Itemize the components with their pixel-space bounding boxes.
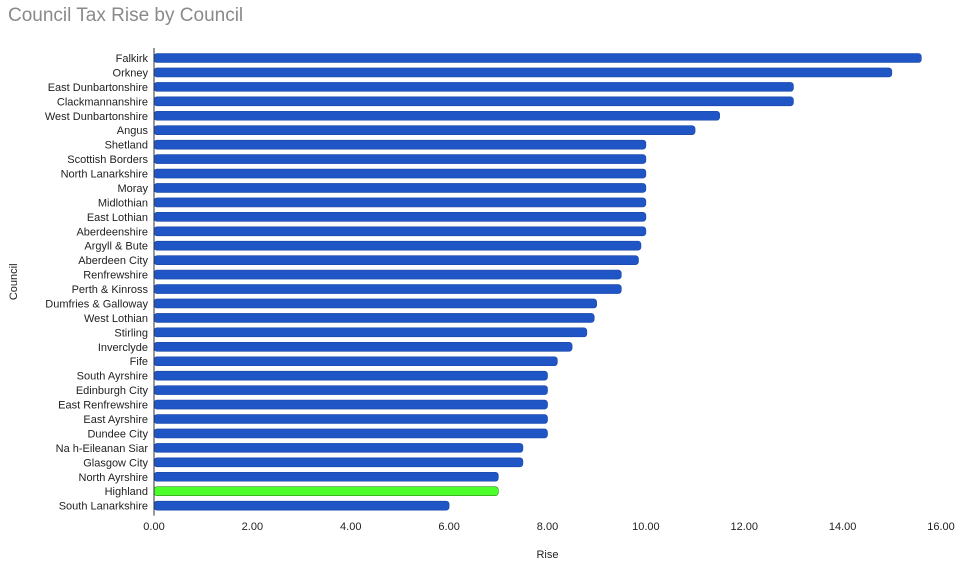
category-label: Stirling [114, 327, 148, 339]
category-label: Shetland [105, 140, 148, 152]
bar-south-lanarkshire [153, 500, 450, 511]
category-label: North Lanarkshire [61, 169, 148, 181]
bar-fife [153, 356, 558, 367]
bar-na-h-eileanan-siar [153, 443, 524, 453]
category-label: East Ayrshire [83, 414, 148, 426]
category-label: Midlothian [98, 197, 148, 209]
category-label: Orkney [113, 67, 149, 79]
category-label: Argyll & Bute [84, 241, 148, 253]
bar-scottish-borders [153, 154, 647, 164]
x-tick-labels: 0.00 2.00 4.00 6.00 8.00 10.00 12.00 14.00 16.00 [143, 521, 954, 533]
x-tick-label: 4.00 [340, 521, 361, 533]
category-labels: Falkirk Orkney East Dunbartonshire Clackman… [45, 53, 149, 513]
bar-south-ayrshire [153, 370, 548, 381]
category-label: Scottish Borders [67, 154, 148, 166]
bar-east-ayrshire [153, 414, 548, 424]
category-label: Renfrewshire [83, 270, 148, 282]
x-tick-label: 14.00 [829, 521, 857, 533]
x-tick-label: 10.00 [632, 521, 660, 533]
bar-glasgow-city [153, 457, 524, 468]
x-tick-label: 8.00 [537, 521, 558, 533]
bar-east-dunbartonshire [153, 82, 794, 92]
bar-aberdeen-city [153, 255, 639, 265]
category-label: Highland [105, 486, 148, 498]
bar-aberdeenshire [153, 226, 647, 237]
bar-dumfries-galloway [153, 298, 597, 309]
bar-west-lothian [153, 313, 595, 323]
bar-midlothian [153, 197, 647, 208]
category-label: West Lothian [84, 313, 148, 325]
category-label: Moray [117, 183, 148, 195]
bar-edinburgh-city [153, 385, 548, 395]
bar-inverclyde [153, 341, 573, 352]
category-label: Glasgow City [83, 457, 148, 469]
x-tick-label: 12.00 [730, 521, 758, 533]
category-label: Edinburgh City [76, 385, 149, 397]
category-label: Fife [130, 356, 148, 368]
bar-perth-kinross [153, 284, 622, 294]
category-label: West Dunbartonshire [45, 111, 148, 123]
bar-argyll-bute [153, 240, 642, 251]
category-label: Falkirk [116, 53, 149, 65]
x-tick-label: 16.00 [927, 521, 955, 533]
category-label: Na h-Eileanan Siar [56, 443, 149, 455]
bars-layer [153, 53, 922, 511]
x-tick-label: 0.00 [143, 521, 164, 533]
bar-orkney [153, 67, 893, 78]
category-label: Dumfries & Galloway [45, 298, 148, 310]
bar-west-dunbartonshire [153, 110, 720, 121]
category-label: Perth & Kinross [72, 284, 149, 296]
category-label: South Ayrshire [77, 371, 148, 383]
bar-north-lanarkshire [153, 168, 647, 179]
bar-east-renfrewshire [153, 399, 548, 410]
bar-angus [153, 125, 696, 135]
x-tick-label: 6.00 [438, 521, 459, 533]
bar-east-lothian [153, 212, 647, 222]
bar-falkirk [153, 53, 922, 63]
chart-title: Council Tax Rise by Council [8, 5, 244, 26]
category-label: South Lanarkshire [59, 501, 148, 513]
category-label: Dundee City [87, 428, 148, 440]
bar-renfrewshire [153, 269, 622, 280]
x-tick-label: 2.00 [242, 521, 263, 533]
bar-stirling [153, 327, 588, 338]
bar-highland [153, 486, 499, 497]
bar-dundee-city [153, 428, 548, 439]
category-label: East Renfrewshire [58, 400, 148, 412]
category-label: East Dunbartonshire [48, 82, 148, 94]
category-label: East Lothian [87, 212, 148, 224]
category-label: North Ayrshire [79, 472, 149, 484]
bar-clackmannanshire [153, 96, 794, 107]
category-label: Aberdeen City [78, 255, 148, 267]
bar-moray [153, 183, 647, 193]
category-label: Aberdeenshire [76, 226, 148, 238]
category-label: Angus [117, 125, 149, 137]
category-label: Inverclyde [98, 342, 148, 354]
y-axis-title: Council [8, 263, 20, 300]
bar-north-ayrshire [153, 471, 499, 482]
category-label: Clackmannanshire [57, 96, 148, 108]
x-axis-title: Rise [536, 549, 558, 561]
bar-shetland [153, 139, 647, 150]
